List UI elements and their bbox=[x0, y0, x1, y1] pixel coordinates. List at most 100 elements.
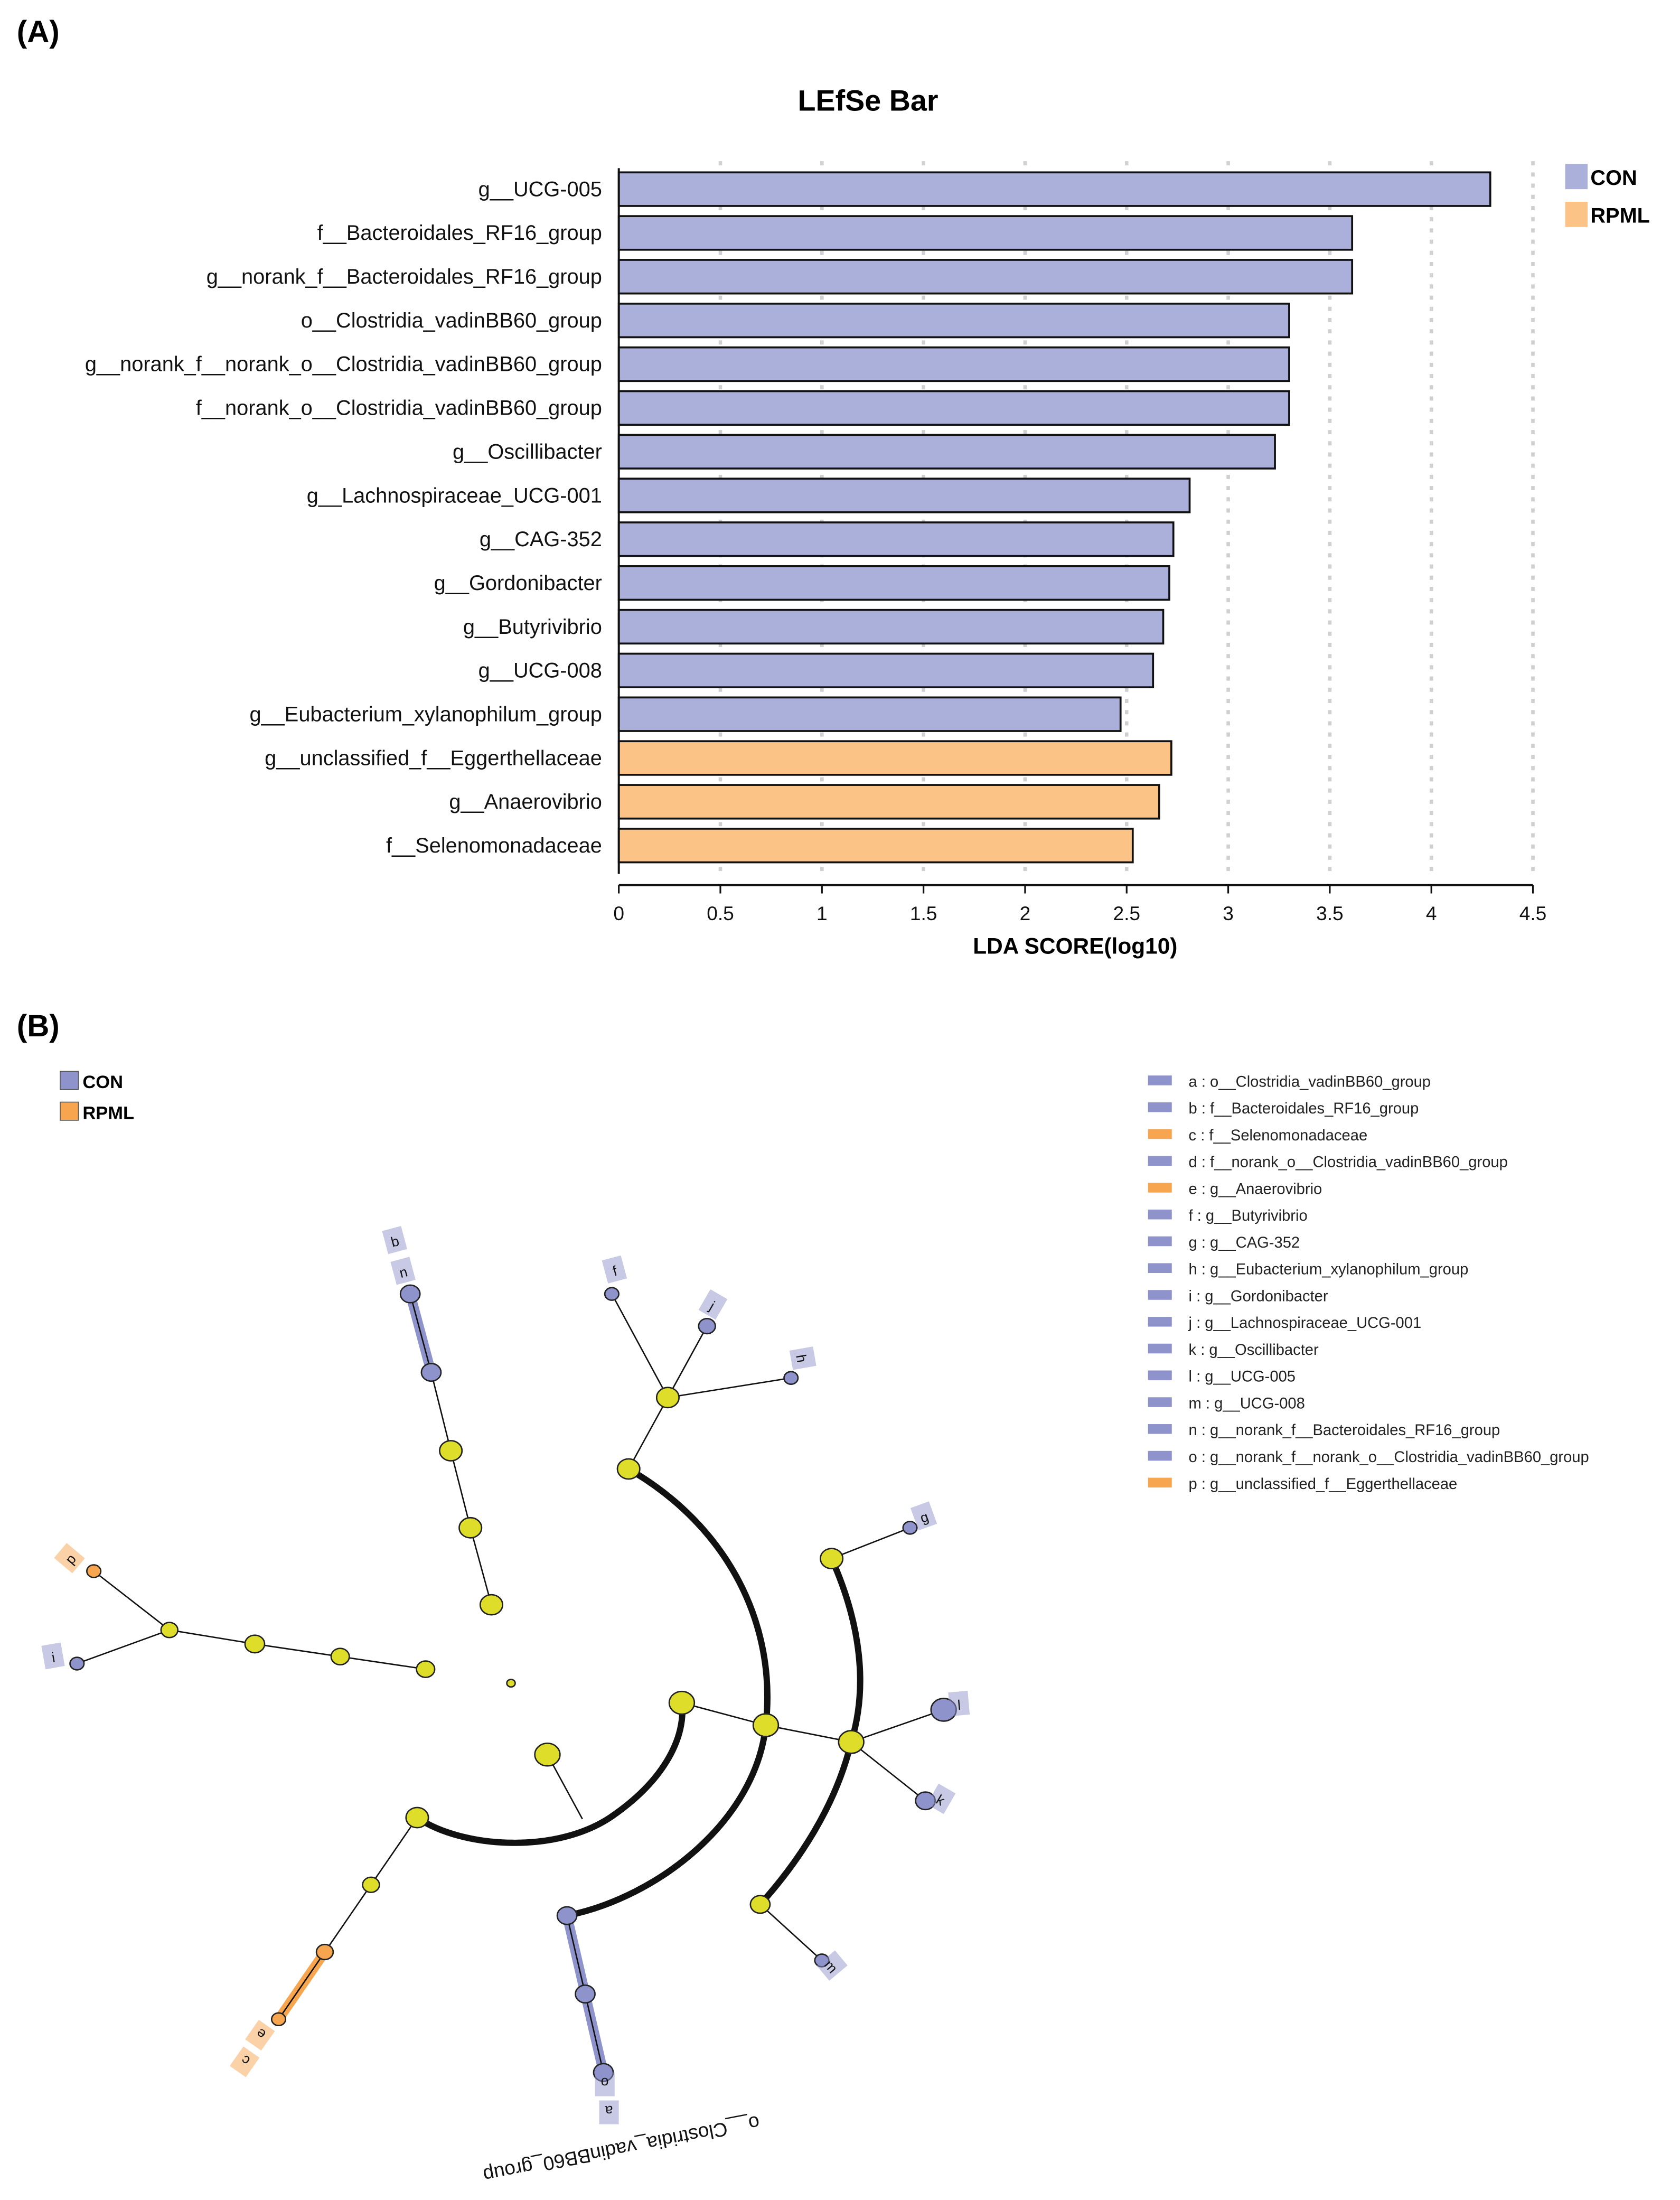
tree-branch bbox=[278, 1951, 326, 2020]
bar-label: f__Selenomonadaceae bbox=[386, 834, 602, 857]
tree-branch bbox=[409, 1294, 432, 1373]
bar bbox=[617, 171, 1491, 207]
tree-branch bbox=[628, 1397, 669, 1469]
tree-node bbox=[362, 1876, 380, 1893]
taxa-legend-label: o : g__norank_f__norank_o__Clostridia_va… bbox=[1189, 1449, 1589, 1466]
taxa-legend-swatch bbox=[1148, 1236, 1172, 1247]
node-label-background bbox=[910, 1501, 937, 1531]
bar bbox=[617, 828, 1134, 864]
node-label: c bbox=[230, 2046, 260, 2077]
bar-label: o__Clostridia_vadinBB60_group bbox=[301, 309, 602, 332]
taxa-legend-swatch bbox=[1148, 1156, 1172, 1166]
node-label-background bbox=[595, 2072, 615, 2096]
group-legend-label: RPML bbox=[82, 1103, 134, 1123]
tree-branch bbox=[611, 1294, 669, 1398]
tree-node bbox=[69, 1656, 85, 1671]
taxa-legend-swatch bbox=[1148, 1290, 1172, 1300]
tree-arc bbox=[566, 1466, 771, 1919]
clade-label: o__Clostridia_vadinBB60_group bbox=[482, 2111, 762, 2187]
node-letter: l bbox=[957, 1697, 961, 1713]
tree-arc bbox=[415, 1702, 686, 1846]
bar bbox=[617, 565, 1170, 601]
tree-branch bbox=[324, 1884, 372, 1953]
tree-node bbox=[315, 1943, 334, 1961]
node-letter: n bbox=[398, 1263, 409, 1281]
tree-branch bbox=[668, 1377, 791, 1399]
legend-label: CON bbox=[1590, 166, 1637, 190]
tree-branch bbox=[681, 1702, 766, 1726]
cladogram-group-legend: CON RPML bbox=[60, 1071, 134, 1123]
node-label: b bbox=[382, 1226, 407, 1255]
tree-branch bbox=[255, 1643, 341, 1658]
node-label-background bbox=[599, 2100, 619, 2124]
tree-node bbox=[270, 2012, 287, 2027]
bar-label: g__norank_f__norank_o__Clostridia_vadinB… bbox=[85, 353, 602, 376]
node-label: l bbox=[948, 1690, 970, 1717]
taxa-legend-label: b : f__Bacteroidales_RF16_group bbox=[1189, 1100, 1419, 1117]
tree-branch bbox=[93, 1570, 170, 1631]
node-label-background bbox=[789, 1346, 816, 1370]
taxa-legend-swatch bbox=[1148, 1450, 1172, 1461]
bar-label: g__CAG-352 bbox=[480, 528, 602, 551]
tree-node bbox=[405, 1806, 429, 1829]
taxa-legend-label: f : g__Butyrivibrio bbox=[1189, 1207, 1308, 1224]
x-tick-label: 4 bbox=[1426, 902, 1437, 924]
node-letter: a bbox=[605, 2103, 613, 2119]
tree-node bbox=[749, 1895, 771, 1914]
tree-branch bbox=[450, 1450, 471, 1528]
bar-label: g__Eubacterium_xylanophilum_group bbox=[249, 703, 602, 726]
node-label: m bbox=[816, 1950, 848, 1981]
tree-node bbox=[752, 1713, 780, 1737]
legend-label: RPML bbox=[1590, 204, 1650, 228]
bar bbox=[617, 608, 1165, 645]
bar-label: g__Butyrivibrio bbox=[463, 615, 602, 639]
tree-node bbox=[439, 1440, 463, 1462]
tree-branch bbox=[851, 1709, 944, 1743]
panel-b-label: (B) bbox=[17, 1009, 60, 1043]
node-label-background bbox=[382, 1226, 407, 1255]
tree-node bbox=[820, 1548, 844, 1570]
node-label: i bbox=[41, 1642, 65, 1670]
taxa-legend-label: p : g__unclassified_f__Eggerthellaceae bbox=[1189, 1476, 1458, 1493]
taxa-legend-swatch bbox=[1148, 1102, 1172, 1112]
taxa-legend-swatch bbox=[1148, 1477, 1172, 1488]
node-label: k bbox=[926, 1783, 956, 1814]
node-label-background bbox=[41, 1642, 65, 1670]
chart-title: LEfSe Bar bbox=[798, 85, 938, 117]
panel-a-label: (A) bbox=[17, 15, 60, 49]
taxa-legend-label: d : f__norank_o__Clostridia_vadinBB60_gr… bbox=[1189, 1154, 1508, 1171]
bar bbox=[617, 784, 1160, 820]
bar bbox=[617, 521, 1175, 557]
tree-node bbox=[556, 1906, 578, 1925]
x-tick-label: 2.5 bbox=[1113, 902, 1140, 924]
taxa-legend-label: m : g__UCG-008 bbox=[1189, 1395, 1305, 1412]
tree-branch bbox=[430, 1372, 452, 1451]
tree-branch bbox=[370, 1817, 418, 1886]
bar bbox=[617, 696, 1122, 732]
x-tick-label: 3.5 bbox=[1316, 902, 1344, 924]
tree-node bbox=[506, 1679, 516, 1688]
bar-label: g__norank_f__Bacteroidales_RF16_group bbox=[207, 265, 602, 288]
x-tick-label: 3 bbox=[1223, 902, 1234, 924]
bar-label: g__unclassified_f__Eggerthellaceae bbox=[265, 746, 602, 770]
taxa-legend-label: i : g__Gordonibacter bbox=[1189, 1288, 1328, 1305]
tree-node bbox=[668, 1690, 696, 1715]
bar bbox=[617, 478, 1191, 513]
tree-branch bbox=[584, 1993, 604, 2073]
x-tick-label: 0.5 bbox=[707, 902, 734, 924]
taxa-legend-label: g : g__CAG-352 bbox=[1189, 1234, 1300, 1251]
tree-branch bbox=[667, 1325, 708, 1398]
node-label: e bbox=[245, 2019, 275, 2051]
tree-branch bbox=[470, 1527, 492, 1605]
taxa-legend-label: n : g__norank_f__Bacteroidales_RF16_grou… bbox=[1189, 1422, 1500, 1439]
x-tick-label: 2 bbox=[1020, 902, 1031, 924]
node-label-background bbox=[602, 1255, 627, 1284]
tree-branch bbox=[850, 1741, 926, 1802]
chart-legend: CON RPML bbox=[1565, 164, 1650, 228]
node-label: n bbox=[390, 1257, 416, 1285]
node-label: j bbox=[698, 1289, 728, 1320]
y-axis-labels: g__UCG-005 f__Bacteroidales_RF16_group g__… bbox=[85, 177, 602, 857]
taxa-legend-swatch bbox=[1148, 1075, 1172, 1085]
bar bbox=[617, 652, 1155, 689]
